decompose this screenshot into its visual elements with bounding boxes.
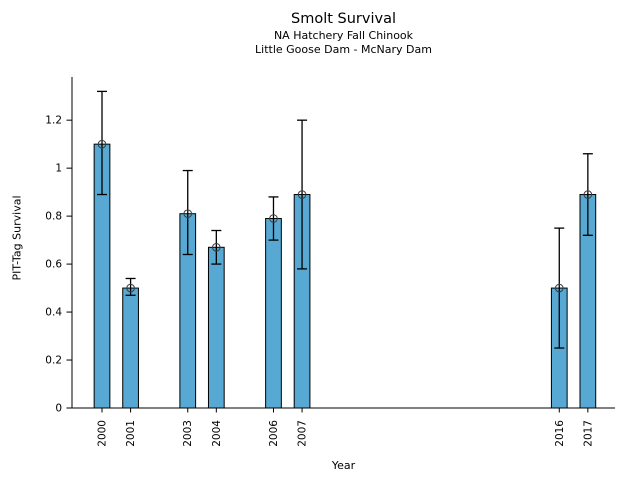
y-tick-label: 1.2 bbox=[45, 115, 62, 127]
x-tick-label-2017: 2017 bbox=[582, 420, 594, 447]
x-tick-label-2003: 2003 bbox=[182, 420, 194, 447]
point-marker-2007 bbox=[297, 190, 307, 199]
y-tick-label: 0.2 bbox=[45, 355, 62, 367]
chart-subtitle-stock: NA Hatchery Fall Chinook bbox=[273, 29, 414, 42]
y-tick-label: 0.8 bbox=[45, 211, 62, 223]
y-tick-label: 0.4 bbox=[45, 307, 62, 319]
x-tick-label-2006: 2006 bbox=[268, 420, 280, 447]
bar-2006 bbox=[265, 218, 282, 409]
chart-subtitle-reach: Little Goose Dam - McNary Dam bbox=[255, 43, 432, 56]
point-marker-2004 bbox=[212, 242, 221, 252]
point-marker-2006 bbox=[269, 214, 278, 223]
y-axis-label: PIT-Tag Survival bbox=[10, 195, 24, 281]
x-tick-label-2007: 2007 bbox=[297, 420, 309, 447]
y-tick-label: 0.6 bbox=[45, 259, 62, 271]
x-tick-label-2000: 2000 bbox=[97, 420, 109, 447]
bar-2004 bbox=[207, 246, 225, 409]
point-marker-2017 bbox=[583, 190, 593, 199]
chart-title: Smolt Survival bbox=[291, 11, 396, 27]
x-axis-label: Year bbox=[331, 459, 356, 472]
y-tick-label: 0 bbox=[55, 403, 62, 415]
point-marker-2000 bbox=[97, 139, 107, 149]
x-tick-label-2016: 2016 bbox=[554, 420, 566, 447]
bar-2001 bbox=[122, 287, 139, 409]
x-tick-label-2004: 2004 bbox=[211, 420, 223, 447]
y-tick-label: 1 bbox=[55, 163, 62, 175]
point-marker-2003 bbox=[183, 209, 193, 219]
x-tick-label-2001: 2001 bbox=[125, 420, 137, 447]
point-marker-2001 bbox=[126, 283, 135, 293]
point-marker-2016 bbox=[554, 283, 564, 293]
